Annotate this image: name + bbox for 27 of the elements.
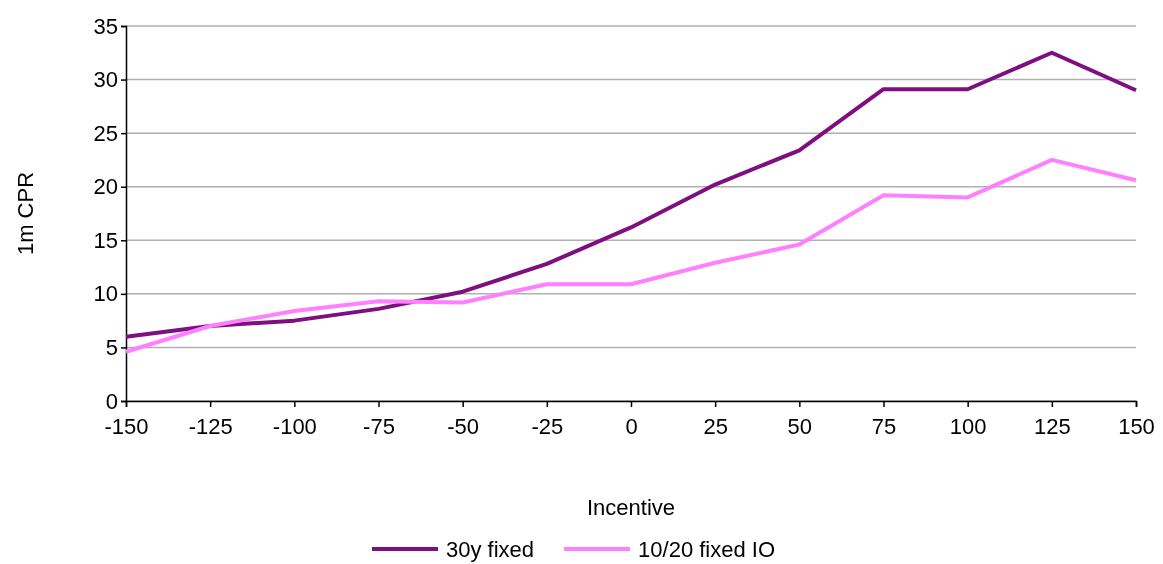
y-axis-title: 1m CPR bbox=[13, 171, 38, 256]
x-tick-label: 0 bbox=[625, 414, 638, 440]
legend-label: 10/20 fixed IO bbox=[638, 537, 776, 562]
x-tick-label: 75 bbox=[871, 414, 897, 440]
x-tick-label: -50 bbox=[447, 414, 480, 440]
y-tick-label: 20 bbox=[93, 174, 118, 200]
x-tick-label: -125 bbox=[188, 414, 233, 440]
y-tick-label: 30 bbox=[93, 67, 118, 93]
x-tick-label: 100 bbox=[949, 414, 987, 440]
y-tick-label: 25 bbox=[93, 120, 118, 146]
x-tick-label: -100 bbox=[272, 414, 317, 440]
x-tick-label: 50 bbox=[787, 414, 813, 440]
x-tick-label: -150 bbox=[104, 414, 149, 440]
y-tick-label: 35 bbox=[93, 13, 118, 39]
x-tick-label: 25 bbox=[703, 414, 728, 440]
y-tick-label: 5 bbox=[105, 334, 118, 360]
legend-label: 30y fixed bbox=[446, 537, 535, 562]
x-axis-title: Incentive bbox=[586, 495, 676, 520]
y-tick-label: 10 bbox=[93, 281, 118, 307]
x-tick-label: -75 bbox=[363, 414, 395, 440]
x-tick-label: 125 bbox=[1033, 414, 1071, 440]
y-tick-label: 0 bbox=[105, 388, 118, 414]
line-series bbox=[124, 157, 1138, 354]
x-tick-label: 150 bbox=[1118, 414, 1155, 440]
x-tick-label: -25 bbox=[531, 414, 564, 440]
y-tick-label: 15 bbox=[93, 227, 118, 253]
line-series bbox=[124, 50, 1138, 339]
